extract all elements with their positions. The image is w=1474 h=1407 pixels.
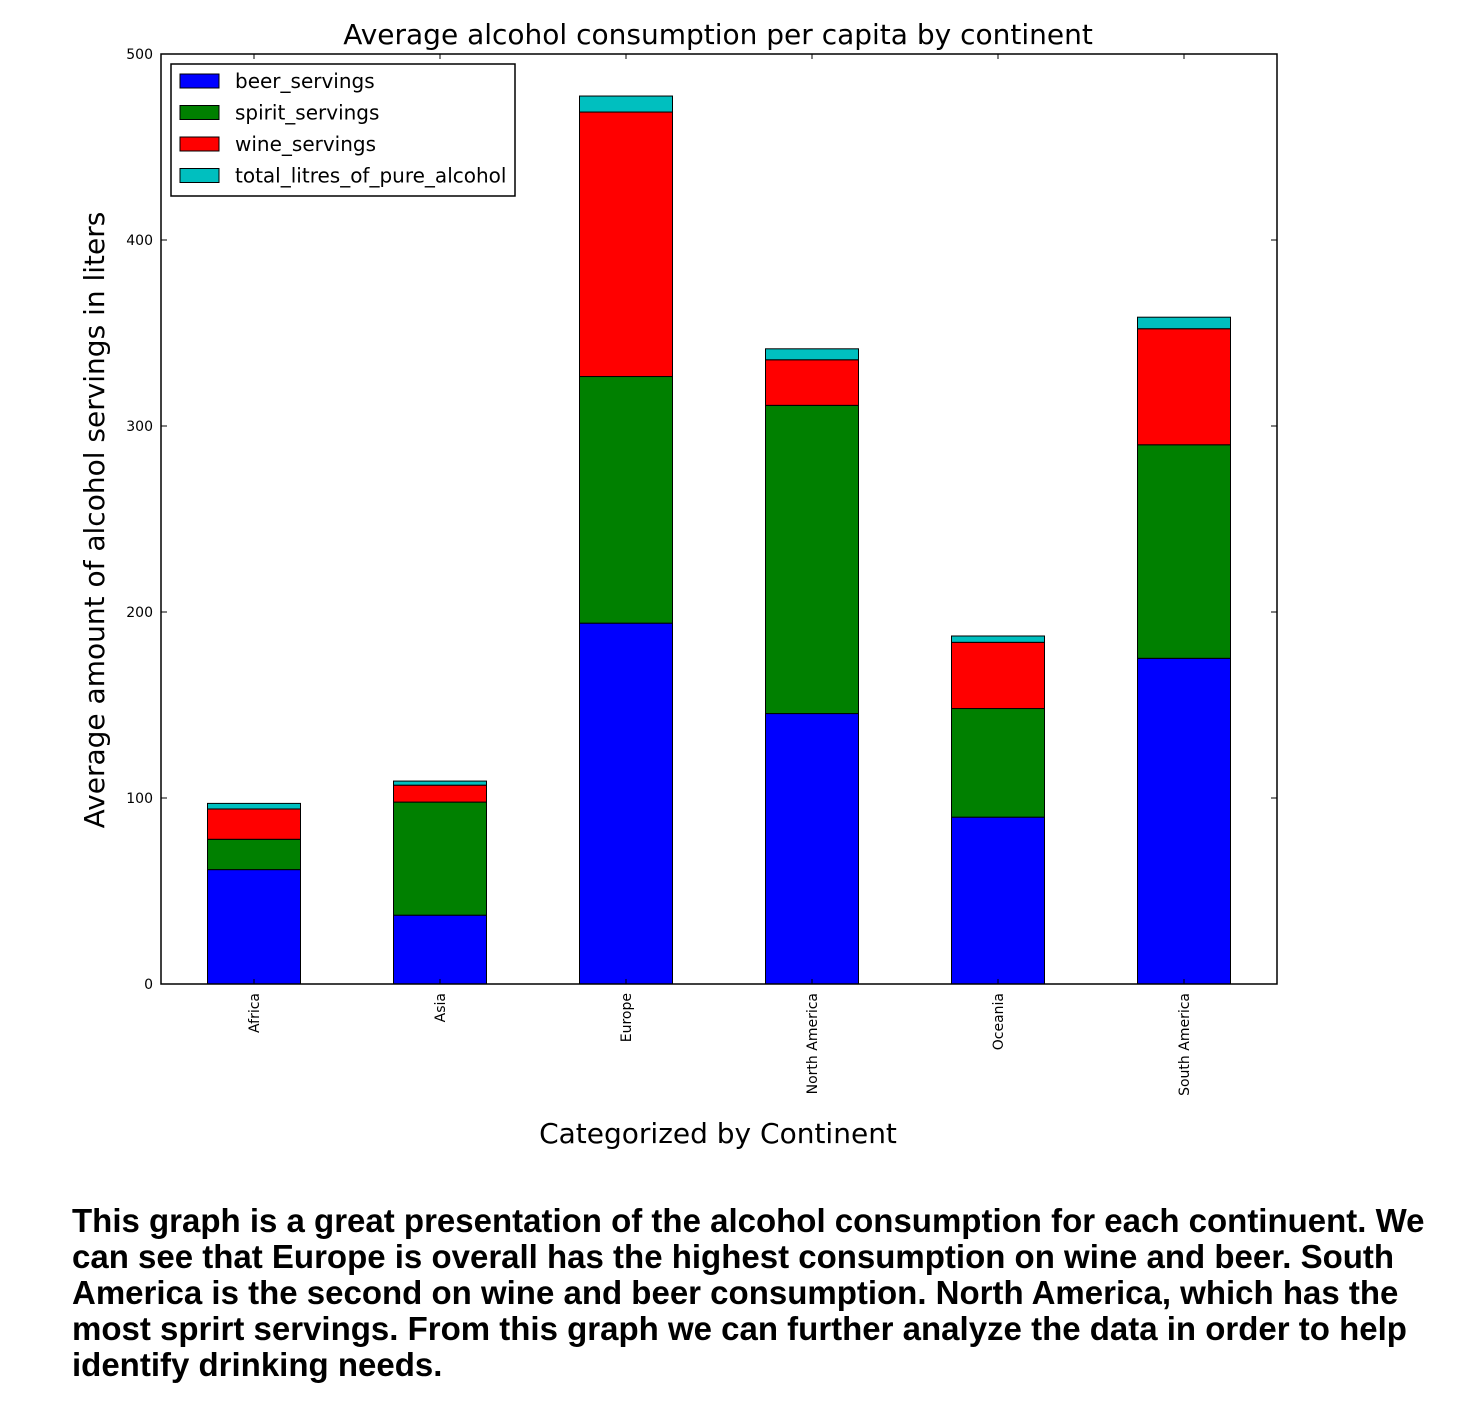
legend-swatch-total_litres_of_pure_alcohol [179, 168, 220, 183]
bar-segment-spirit_servings-europe [579, 376, 673, 624]
chart: Average alcohol consumption per capita b… [78, 18, 1278, 1150]
bar-segment-spirit_servings-north-america [765, 404, 859, 715]
x-axis-label: Categorized by Continent [539, 1117, 897, 1150]
legend-label-beer_servings: beer_servings [235, 69, 375, 93]
x-tick-label: South America [1177, 993, 1193, 1096]
bar-segment-wine_servings-oceania [951, 641, 1045, 710]
bar-segment-spirit_servings-asia [393, 801, 487, 916]
bar-segment-total_litres_of_pure_alcohol-africa [207, 802, 301, 810]
y-tick-label: 300 [126, 419, 153, 435]
x-tick-label: Asia [433, 993, 449, 1022]
y-tick-label: 200 [126, 605, 153, 621]
y-tick-label: 500 [126, 47, 153, 63]
x-tick-label: Africa [247, 993, 263, 1033]
y-tick-label: 400 [126, 233, 153, 249]
bar-segment-beer_servings-oceania [951, 816, 1045, 985]
bar-segment-total_litres_of_pure_alcohol-oceania [951, 635, 1045, 643]
legend-label-wine_servings: wine_servings [235, 132, 376, 156]
y-axis-label: Average amount of alcohol servings in li… [78, 212, 111, 829]
bar-segment-total_litres_of_pure_alcohol-north-america [765, 348, 859, 361]
y-tick-label: 100 [126, 791, 153, 807]
bar-segment-wine_servings-africa [207, 808, 301, 840]
bar-segment-spirit_servings-oceania [951, 708, 1045, 818]
x-tick-label: Europe [619, 993, 635, 1042]
bars-layer [207, 95, 1231, 985]
legend-label-total_litres_of_pure_alcohol: total_litres_of_pure_alcohol [235, 164, 506, 188]
legend-swatch-wine_servings [179, 136, 220, 152]
x-tick-label: North America [805, 993, 821, 1094]
bar-segment-beer_servings-africa [207, 869, 301, 985]
bar-segment-beer_servings-north-america [765, 713, 859, 985]
bar-segment-beer_servings-south-america [1137, 657, 1231, 985]
legend-swatch-beer_servings [179, 73, 220, 89]
ticks-layer: Africa Asia Europe North America Oceania Sout… [126, 47, 1277, 1096]
chart-title: Average alcohol consumption per capita b… [343, 18, 1093, 51]
bar-segment-wine_servings-asia [393, 784, 487, 803]
bar-segment-wine_servings-europe [579, 111, 673, 378]
legend-label-spirit_servings: spirit_servings [235, 101, 379, 125]
bar-segment-beer_servings-asia [393, 914, 487, 985]
legend-swatch-spirit_servings [179, 105, 220, 120]
y-tick-label: 0 [144, 977, 153, 993]
bar-segment-total_litres_of_pure_alcohol-asia [393, 780, 487, 786]
bar-segment-spirit_servings-africa [207, 838, 301, 871]
bar-segment-wine_servings-south-america [1137, 328, 1231, 446]
caption-text: This graph is a great presentation of th… [72, 1202, 1425, 1383]
plot-frame [160, 53, 1278, 985]
x-tick-label: Oceania [991, 993, 1007, 1050]
bar-segment-total_litres_of_pure_alcohol-europe [579, 95, 673, 113]
bar-segment-beer_servings-europe [579, 622, 673, 985]
bar-segment-wine_servings-north-america [765, 359, 859, 406]
bar-segment-spirit_servings-south-america [1137, 444, 1231, 659]
legend: beer_servings spirit_servings wine_serving… [170, 63, 516, 197]
bar-segment-total_litres_of_pure_alcohol-south-america [1137, 316, 1231, 330]
legend-box [170, 63, 516, 197]
